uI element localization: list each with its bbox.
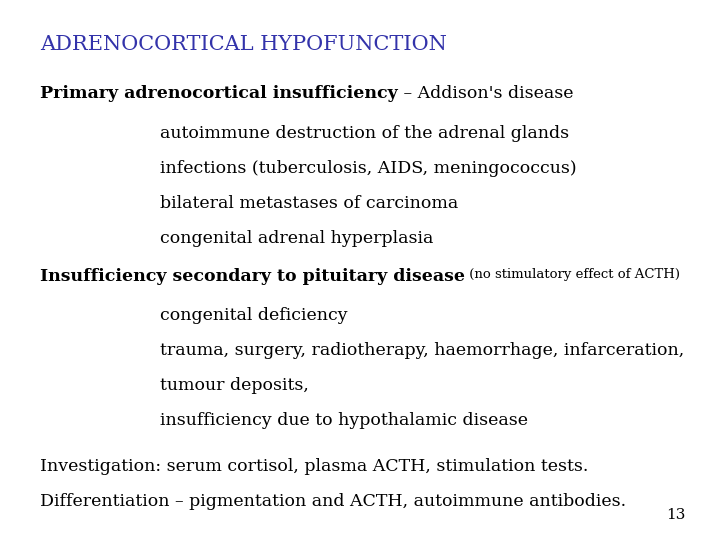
Text: tumour deposits,: tumour deposits, [160, 377, 309, 394]
Text: trauma, surgery, radiotherapy, haemorrhage, infarceration,: trauma, surgery, radiotherapy, haemorrha… [160, 342, 684, 359]
Text: congenital adrenal hyperplasia: congenital adrenal hyperplasia [160, 230, 433, 247]
Text: (no stimulatory effect of ACTH): (no stimulatory effect of ACTH) [465, 268, 680, 281]
Text: insufficiency due to hypothalamic disease: insufficiency due to hypothalamic diseas… [160, 412, 528, 429]
Text: infections (tuberculosis, AIDS, meningococcus): infections (tuberculosis, AIDS, meningoc… [160, 160, 577, 177]
Text: Differentiation – pigmentation and ACTH, autoimmune antibodies.: Differentiation – pigmentation and ACTH,… [40, 493, 626, 510]
Text: Primary adrenocortical insufficiency: Primary adrenocortical insufficiency [40, 85, 397, 102]
Text: ADRENOCORTICAL HYPOFUNCTION: ADRENOCORTICAL HYPOFUNCTION [40, 35, 447, 54]
Text: bilateral metastases of carcinoma: bilateral metastases of carcinoma [160, 195, 458, 212]
Text: congenital deficiency: congenital deficiency [160, 307, 348, 324]
Text: Insufficiency secondary to pituitary disease: Insufficiency secondary to pituitary dis… [40, 268, 465, 285]
Text: – Addison's disease: – Addison's disease [397, 85, 573, 102]
Text: 13: 13 [665, 508, 685, 522]
Text: Investigation: serum cortisol, plasma ACTH, stimulation tests.: Investigation: serum cortisol, plasma AC… [40, 458, 588, 475]
Text: autoimmune destruction of the adrenal glands: autoimmune destruction of the adrenal gl… [160, 125, 569, 142]
